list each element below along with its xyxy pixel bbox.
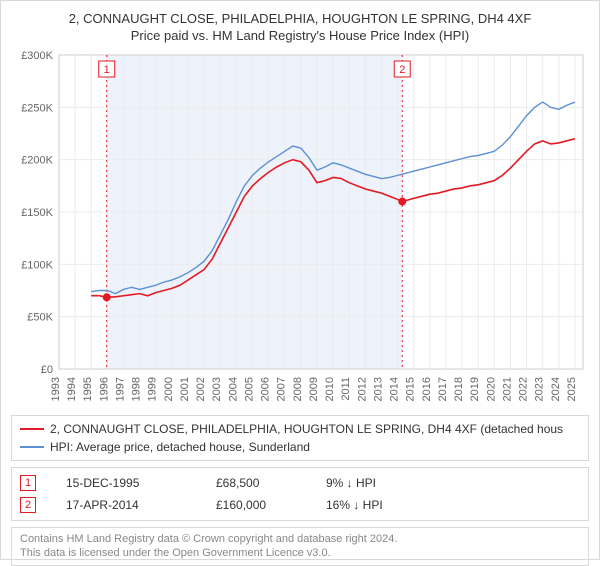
svg-text:2015: 2015: [405, 377, 417, 401]
svg-text:2006: 2006: [260, 377, 272, 401]
svg-text:2001: 2001: [179, 377, 191, 401]
legend-swatch-hpi: [20, 446, 44, 448]
chart-container: 2, CONNAUGHT CLOSE, PHILADELPHIA, HOUGHT…: [0, 0, 600, 560]
svg-text:£0: £0: [41, 364, 53, 376]
sale-price-2: £160,000: [216, 498, 296, 512]
svg-text:2: 2: [399, 64, 405, 76]
sale-marker-2: 2: [20, 497, 36, 513]
svg-text:1: 1: [104, 64, 110, 76]
sale-row-1: 1 15-DEC-1995 £68,500 9% ↓ HPI: [20, 472, 580, 494]
svg-text:2024: 2024: [550, 377, 562, 401]
legend-row-property: 2, CONNAUGHT CLOSE, PHILADELPHIA, HOUGHT…: [20, 420, 580, 438]
svg-text:2005: 2005: [243, 377, 255, 401]
svg-text:2021: 2021: [501, 377, 513, 401]
legend-row-hpi: HPI: Average price, detached house, Sund…: [20, 438, 580, 456]
svg-text:2004: 2004: [227, 377, 239, 401]
svg-text:£50K: £50K: [27, 312, 53, 324]
svg-text:£250K: £250K: [21, 102, 53, 114]
svg-text:2011: 2011: [340, 377, 352, 401]
line-chart-svg: £0 £50K £100K £150K £200K £250K £300K 1993 1994 1…: [11, 49, 589, 409]
svg-text:2016: 2016: [421, 377, 433, 401]
footer-line-2: This data is licensed under the Open Gov…: [20, 546, 580, 560]
svg-text:1995: 1995: [82, 377, 94, 401]
legend-label-property: 2, CONNAUGHT CLOSE, PHILADELPHIA, HOUGHT…: [50, 422, 563, 436]
svg-text:1998: 1998: [131, 377, 143, 401]
svg-text:£300K: £300K: [21, 50, 53, 62]
svg-text:2003: 2003: [211, 377, 223, 401]
legend-box: 2, CONNAUGHT CLOSE, PHILADELPHIA, HOUGHT…: [11, 415, 589, 461]
svg-text:2017: 2017: [437, 377, 449, 401]
chart-area: £0 £50K £100K £150K £200K £250K £300K 1993 1994 1…: [11, 49, 589, 409]
svg-text:2025: 2025: [566, 377, 578, 401]
svg-text:2000: 2000: [163, 377, 175, 401]
svg-text:2010: 2010: [324, 377, 336, 401]
legend-label-hpi: HPI: Average price, detached house, Sund…: [50, 440, 310, 454]
svg-text:2019: 2019: [469, 377, 481, 401]
sale-date-2: 17-APR-2014: [66, 498, 186, 512]
sale-marker-1: 1: [20, 475, 36, 491]
sale-row-2: 2 17-APR-2014 £160,000 16% ↓ HPI: [20, 494, 580, 516]
svg-text:2008: 2008: [292, 377, 304, 401]
svg-text:2002: 2002: [195, 377, 207, 401]
svg-text:1994: 1994: [66, 377, 78, 401]
title-address: 2, CONNAUGHT CLOSE, PHILADELPHIA, HOUGHT…: [11, 11, 589, 26]
svg-text:1996: 1996: [98, 377, 110, 401]
svg-text:2020: 2020: [485, 377, 497, 401]
svg-text:2014: 2014: [389, 377, 401, 401]
svg-text:2022: 2022: [518, 377, 530, 401]
svg-text:2009: 2009: [308, 377, 320, 401]
svg-text:£100K: £100K: [21, 259, 53, 271]
title-block: 2, CONNAUGHT CLOSE, PHILADELPHIA, HOUGHT…: [11, 11, 589, 43]
svg-text:2013: 2013: [372, 377, 384, 401]
sale-date-1: 15-DEC-1995: [66, 476, 186, 490]
legend-swatch-property: [20, 428, 44, 430]
svg-text:2007: 2007: [276, 377, 288, 401]
svg-text:2018: 2018: [453, 377, 465, 401]
svg-text:£150K: £150K: [21, 207, 53, 219]
sale-price-1: £68,500: [216, 476, 296, 490]
sales-table: 1 15-DEC-1995 £68,500 9% ↓ HPI 2 17-APR-…: [11, 467, 589, 521]
svg-text:2023: 2023: [534, 377, 546, 401]
svg-text:1999: 1999: [147, 377, 159, 401]
svg-text:1993: 1993: [50, 377, 62, 401]
footer-line-1: Contains HM Land Registry data © Crown c…: [20, 532, 580, 546]
svg-text:2012: 2012: [356, 377, 368, 401]
svg-text:£200K: £200K: [21, 155, 53, 167]
svg-text:1997: 1997: [114, 377, 126, 401]
sale-pct-2: 16% ↓ HPI: [326, 498, 446, 512]
title-subtitle: Price paid vs. HM Land Registry's House …: [11, 28, 589, 43]
sale-pct-1: 9% ↓ HPI: [326, 476, 446, 490]
